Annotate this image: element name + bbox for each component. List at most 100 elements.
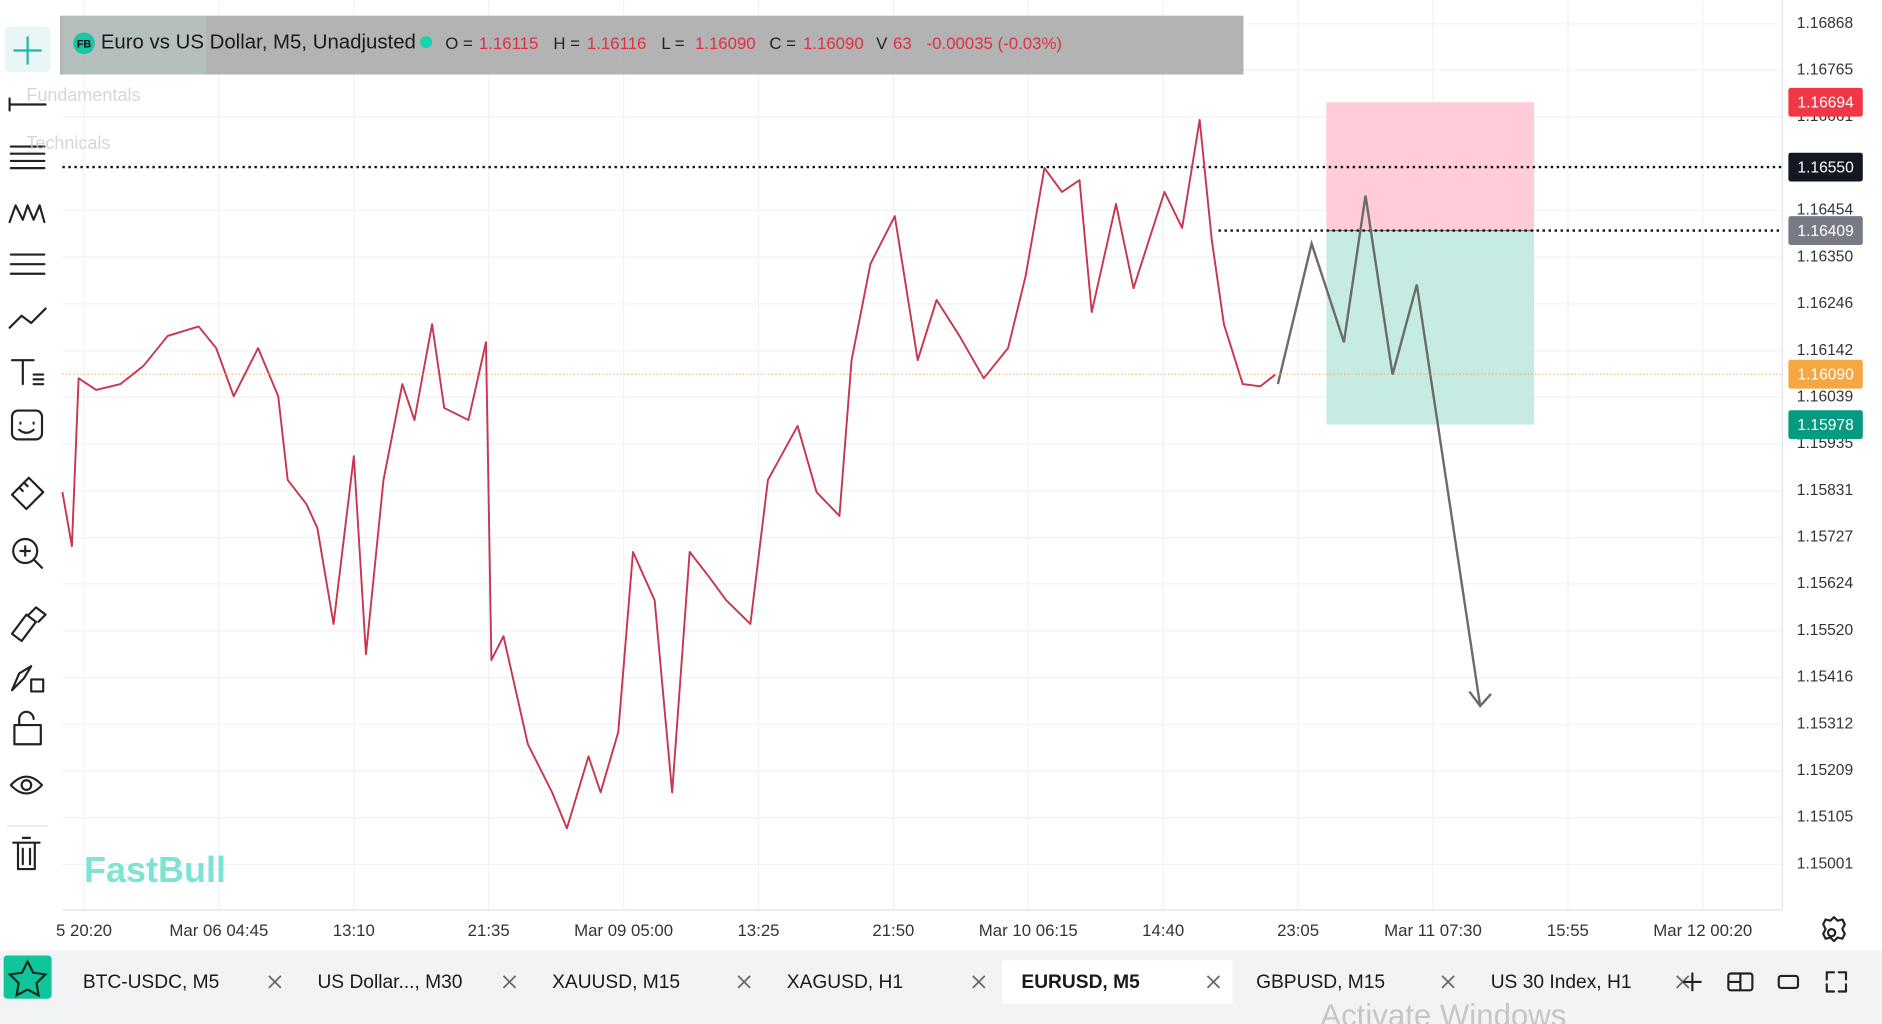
fullscreen-button[interactable] [1825, 971, 1848, 993]
price-label: 1.15978 [1797, 417, 1853, 434]
x-tick-label: Mar 11 07:30 [1384, 921, 1482, 940]
emoji-tool[interactable] [10, 409, 44, 441]
x-tick-label: 14:40 [1142, 921, 1184, 940]
tab-close[interactable] [737, 975, 751, 989]
price-line [61, 118, 1276, 830]
symbol-badge: FB [77, 38, 92, 50]
y-tick-label: 1.15105 [1797, 809, 1854, 826]
visibility-tool[interactable] [9, 775, 44, 795]
target-zone [1326, 230, 1535, 425]
x-tick-label: 13:10 [333, 921, 375, 940]
volume-key: V [876, 34, 888, 53]
pattern-tool[interactable] [8, 204, 46, 224]
settings-button[interactable] [1822, 916, 1846, 943]
toolbar [4, 26, 1846, 943]
tab-close[interactable] [1441, 975, 1455, 989]
price-label: 1.16409 [1797, 223, 1853, 240]
ohlc-key: H = [553, 34, 580, 53]
x-tick-label: 5 20:20 [56, 921, 112, 940]
x-tick-label: 23:05 [1277, 921, 1319, 940]
tab-close[interactable] [268, 975, 282, 989]
change: -0.00035 (-0.03%) [927, 34, 1062, 53]
tab-close[interactable] [1676, 975, 1690, 989]
tab-close[interactable] [1206, 975, 1221, 989]
tab[interactable] [532, 960, 764, 1004]
plot [61, 0, 1783, 910]
settings-center [1826, 928, 1837, 938]
price-label-bg [1788, 359, 1863, 389]
ohlc-key: C = [769, 34, 796, 53]
add-tab[interactable] [1682, 972, 1702, 992]
y-tick-label: 1.15624 [1797, 575, 1854, 592]
tab[interactable] [298, 960, 529, 1004]
fib-tool[interactable] [9, 253, 46, 275]
price-label-bg [1788, 216, 1863, 245]
x-tick-label: Mar 09 05:00 [574, 921, 673, 940]
line-tool[interactable] [8, 97, 47, 112]
projection-arrowhead [1468, 690, 1492, 708]
emoji-face [18, 421, 35, 434]
price-label: 1.16694 [1797, 95, 1854, 112]
y-tick-label: 1.15935 [1797, 435, 1854, 452]
lock-tool[interactable] [13, 710, 42, 746]
tab-label: EURUSD, M5 [1021, 972, 1140, 993]
y-tick-label: 1.15520 [1797, 622, 1854, 639]
channel-tool[interactable] [9, 145, 46, 170]
ohlc-value: 1.16090 [803, 34, 864, 53]
delete-tool[interactable] [12, 836, 41, 871]
window-button[interactable] [1777, 974, 1800, 989]
crosshair-icon [13, 36, 42, 65]
lock-drawings-tool[interactable] [10, 665, 45, 693]
text-tool[interactable] [10, 359, 45, 386]
os-watermark: Activate Windows [1320, 998, 1566, 1024]
tab[interactable] [63, 960, 295, 1004]
x-tick-label: 15:55 [1547, 921, 1589, 940]
trend-tool[interactable] [8, 307, 47, 329]
menu-item[interactable]: Fundamentals [26, 85, 140, 105]
menu-item[interactable]: Technicals [26, 133, 110, 153]
header-bar [60, 15, 1244, 75]
favorite-button[interactable] [3, 955, 52, 999]
tab-close[interactable] [972, 975, 986, 989]
tab-label: XAUUSD, M15 [552, 972, 680, 993]
ohlc-key: L = [661, 34, 684, 53]
y-tick-label: 1.16868 [1797, 15, 1853, 32]
ruler-tool[interactable] [10, 476, 45, 511]
magnet-tool[interactable] [10, 606, 47, 643]
tabs: BTC-USDC, M5 US Dollar..., M30 XAUUSD, M15… [63, 960, 1702, 1004]
y-tick-label: 1.15001 [1797, 856, 1853, 873]
zoom-tool[interactable] [12, 537, 39, 565]
ohlc-value: 1.16116 [587, 34, 646, 53]
volume: 63 [893, 34, 912, 53]
price-label: 1.16550 [1797, 159, 1854, 176]
x-tick-label: Mar 10 06:15 [979, 921, 1078, 940]
tab[interactable] [1002, 960, 1233, 1004]
ohlc: O = 1.16115 H = 1.16116 L = 1.16090 C = 1.16090 [445, 34, 863, 53]
tab-label: BTC-USDC, M5 [83, 972, 219, 993]
tab-close[interactable] [502, 975, 517, 989]
tab-label: US 30 Index, H1 [1491, 972, 1632, 993]
ohlc-value: 1.16090 [695, 34, 756, 53]
x-tick-label: Mar 12 00:20 [1653, 921, 1752, 940]
tab[interactable] [1236, 960, 1468, 1004]
projection-path [1276, 195, 1482, 707]
live-dot [420, 36, 433, 49]
header-title: Euro vs US Dollar, M5, Unadjusted [101, 32, 416, 54]
tab-label: XAGUSD, H1 [787, 972, 903, 993]
tab[interactable] [767, 960, 999, 1004]
price-label-bg [1788, 410, 1863, 440]
price-label-bg [1788, 87, 1863, 117]
y-tick-label: 1.15312 [1797, 716, 1853, 733]
y-tick-label: 1.15831 [1797, 482, 1853, 499]
y-tick-label: 1.16142 [1797, 342, 1853, 359]
star-icon [7, 959, 48, 998]
eye-pupil [20, 779, 33, 791]
x-tick-label: Mar 06 04:45 [169, 921, 268, 940]
x-tick-label: 21:50 [872, 921, 914, 940]
ohlc-key: O = [445, 34, 473, 53]
price-label-bg [1788, 152, 1863, 182]
tab[interactable] [1471, 960, 1702, 1004]
